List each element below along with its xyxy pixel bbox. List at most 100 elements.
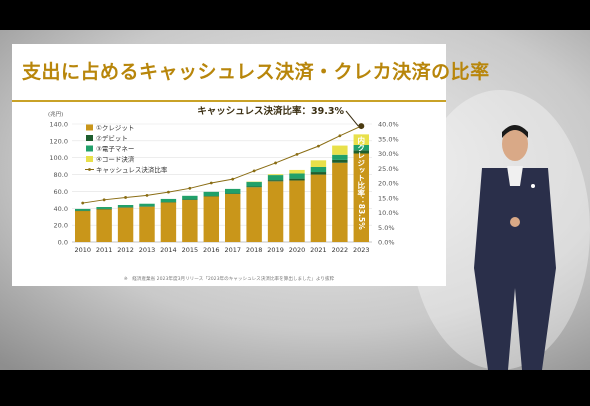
bar-segment — [289, 178, 305, 181]
ratio-point — [102, 198, 106, 202]
y-tick-label: 20.0 — [54, 222, 68, 230]
bar-segment — [267, 174, 284, 176]
title-divider — [12, 100, 446, 102]
y-axis-unit: (兆円) — [48, 110, 63, 118]
bar-segment — [160, 198, 177, 203]
x-tick-label: 2016 — [203, 246, 220, 254]
y2-tick-label: 35.0% — [378, 135, 399, 143]
ratio-point — [209, 181, 213, 185]
cashless-chart: 0.0 20.0 40.0 60.0 80.0 100.0 120.0 140.0 (兆円) 0.… — [48, 105, 399, 282]
bar-segment — [225, 193, 241, 194]
x-tick-label: 2018 — [246, 246, 263, 254]
bar-segment — [139, 203, 155, 207]
bar-segment — [96, 209, 112, 242]
ratio-point — [358, 123, 365, 130]
bar-segment — [182, 199, 198, 242]
x-tick-label: 2011 — [96, 246, 113, 254]
x-tick-label: 2017 — [224, 246, 241, 254]
y2-tick-label: 20.0% — [378, 180, 399, 188]
x-tick-label: 2015 — [182, 246, 199, 254]
ratio-point — [81, 201, 85, 205]
bar-segment — [117, 207, 134, 242]
bar-segment — [267, 180, 284, 182]
y-tick-label: 80.0 — [54, 171, 68, 179]
x-tick-label: 2010 — [74, 246, 91, 254]
legend-label: ②デビット — [96, 134, 128, 143]
x-tick-label: 2014 — [160, 246, 177, 254]
bar-segment — [75, 208, 91, 211]
bar-segment — [289, 169, 305, 174]
ratio-point — [231, 177, 235, 181]
ratio-line — [82, 125, 362, 204]
x-tick-label: 2013 — [139, 246, 156, 254]
ratio-point — [167, 190, 170, 194]
bar-segment — [310, 172, 327, 175]
ratio-point — [317, 144, 320, 148]
bar-segment — [96, 207, 112, 209]
ratio-point — [295, 152, 299, 156]
y2-tick-label: 15.0% — [378, 194, 399, 202]
bar-segment — [353, 144, 369, 151]
x-tick-label: 2020 — [289, 246, 306, 254]
bar-segment — [332, 159, 348, 163]
ratio-point — [145, 193, 149, 197]
y2-tick-label: 25.0% — [378, 165, 399, 173]
bar-segment — [117, 204, 134, 208]
ratio-point — [124, 196, 127, 199]
bar-segment — [246, 186, 262, 188]
legend-swatch — [86, 124, 93, 131]
bar-segment — [246, 181, 262, 187]
bar-segment — [310, 160, 327, 167]
bar-segment — [289, 173, 305, 179]
legend-label: ③電子マネー — [96, 145, 134, 153]
y-tick-label: 100.0 — [49, 154, 68, 162]
bar-segment — [182, 195, 198, 200]
y-tick-label: 60.0 — [54, 188, 68, 196]
y-tick-label: 140.0 — [49, 121, 68, 129]
y2-tick-label: 30.0% — [378, 150, 399, 158]
bar-segment — [353, 150, 369, 154]
slide-footnote: ※ 経済産業省 2023年度3月リリース「2023年のキャッシュレス決済比率を算… — [124, 275, 335, 282]
bar-segment — [225, 193, 241, 242]
legend-swatch — [86, 135, 93, 141]
bar-segment — [75, 210, 91, 242]
bar-segment — [332, 145, 348, 155]
bar-segment — [225, 188, 241, 194]
bar-segment — [353, 153, 369, 242]
bar-segment — [203, 196, 219, 242]
ratio-annotation: キャッシュレス決済比率：39.3% — [197, 105, 344, 117]
presentation-slide: 支出に占めるキャッシュレス決済・クレカ決済の比率 0.0 20.0 40.0 60.0… — [12, 44, 489, 286]
ratio-point — [274, 161, 277, 165]
x-tick-label: 2022 — [332, 246, 349, 254]
x-tick-label: 2019 — [267, 246, 284, 254]
legend-label: ①クレジット — [96, 124, 134, 132]
x-tick-label: 2021 — [310, 246, 327, 254]
y-tick-label: 120.0 — [49, 137, 68, 145]
credit-share-annotation: 内クレジット比率：83.5% — [357, 135, 366, 230]
legend-swatch — [86, 156, 93, 162]
bar-segment — [139, 206, 155, 242]
ratio-point — [252, 169, 256, 173]
bar-segment — [353, 134, 369, 145]
bar-segment — [267, 175, 284, 181]
presenter — [474, 125, 556, 370]
bar-segment — [289, 180, 305, 242]
bar-segment — [310, 166, 327, 173]
x-tick-label: 2023 — [353, 246, 370, 254]
y-tick-label: 40.0 — [54, 205, 68, 213]
bar-segment — [332, 154, 348, 160]
bar-segment — [203, 191, 219, 197]
bar-segment — [332, 162, 348, 242]
y2-tick-label: 5.0% — [378, 224, 395, 232]
slide-title: 支出に占めるキャッシュレス決済・クレカ決済の比率 — [22, 61, 490, 83]
legend-label: ④コード決済 — [96, 155, 135, 164]
ratio-annotation-leader — [345, 110, 359, 127]
legend-line-marker — [88, 168, 91, 171]
y2-tick-label: 0.0% — [378, 239, 395, 247]
bar-segment — [246, 187, 262, 242]
x-tick-label: 2012 — [117, 246, 134, 254]
bar-segment — [160, 202, 177, 242]
bar-segment — [267, 181, 284, 242]
legend-swatch — [86, 145, 93, 152]
